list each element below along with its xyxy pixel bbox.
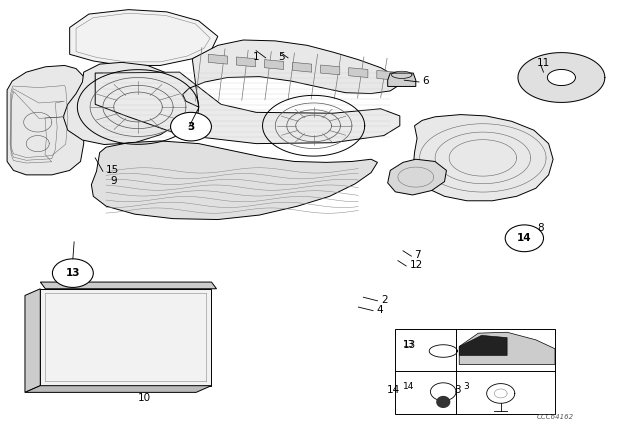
Text: 13: 13	[403, 340, 416, 350]
Polygon shape	[25, 289, 40, 392]
Polygon shape	[208, 54, 227, 64]
Polygon shape	[264, 60, 284, 69]
Polygon shape	[413, 115, 553, 201]
Polygon shape	[292, 62, 312, 72]
Text: 3: 3	[454, 385, 461, 395]
Text: 11: 11	[537, 58, 550, 68]
Circle shape	[171, 112, 211, 141]
Polygon shape	[236, 57, 255, 67]
Polygon shape	[518, 105, 605, 112]
Text: 3: 3	[188, 122, 195, 132]
Polygon shape	[388, 73, 416, 86]
Text: 13: 13	[66, 268, 80, 278]
Polygon shape	[460, 332, 555, 364]
Polygon shape	[182, 40, 400, 107]
Text: 14: 14	[403, 382, 414, 391]
Text: 9: 9	[111, 176, 117, 186]
Text: 13: 13	[403, 340, 415, 349]
Text: 15: 15	[106, 165, 119, 176]
Text: 8: 8	[537, 224, 544, 233]
Bar	[396, 329, 555, 414]
Polygon shape	[95, 72, 400, 144]
Text: 12: 12	[410, 260, 422, 270]
Polygon shape	[7, 65, 84, 175]
Text: 3: 3	[464, 382, 469, 391]
Polygon shape	[92, 141, 378, 220]
Text: 7: 7	[415, 250, 421, 260]
Polygon shape	[40, 282, 216, 289]
Polygon shape	[547, 69, 575, 86]
Circle shape	[52, 259, 93, 288]
Polygon shape	[63, 62, 192, 145]
Polygon shape	[25, 386, 211, 392]
Polygon shape	[40, 289, 211, 386]
Text: 10: 10	[138, 393, 151, 403]
Text: 1: 1	[253, 52, 260, 61]
Text: 2: 2	[381, 295, 388, 305]
Polygon shape	[349, 68, 368, 78]
Circle shape	[505, 225, 543, 252]
Text: 14: 14	[387, 385, 400, 395]
Polygon shape	[460, 336, 507, 355]
Text: 6: 6	[422, 76, 429, 86]
Polygon shape	[437, 396, 450, 407]
Polygon shape	[518, 52, 605, 103]
Text: CCC64162: CCC64162	[536, 414, 573, 420]
Polygon shape	[377, 70, 396, 80]
Text: 5: 5	[278, 52, 285, 61]
Text: 4: 4	[376, 305, 383, 315]
Polygon shape	[321, 65, 340, 75]
Polygon shape	[70, 9, 218, 65]
Text: 14: 14	[517, 233, 532, 243]
Polygon shape	[388, 159, 447, 195]
